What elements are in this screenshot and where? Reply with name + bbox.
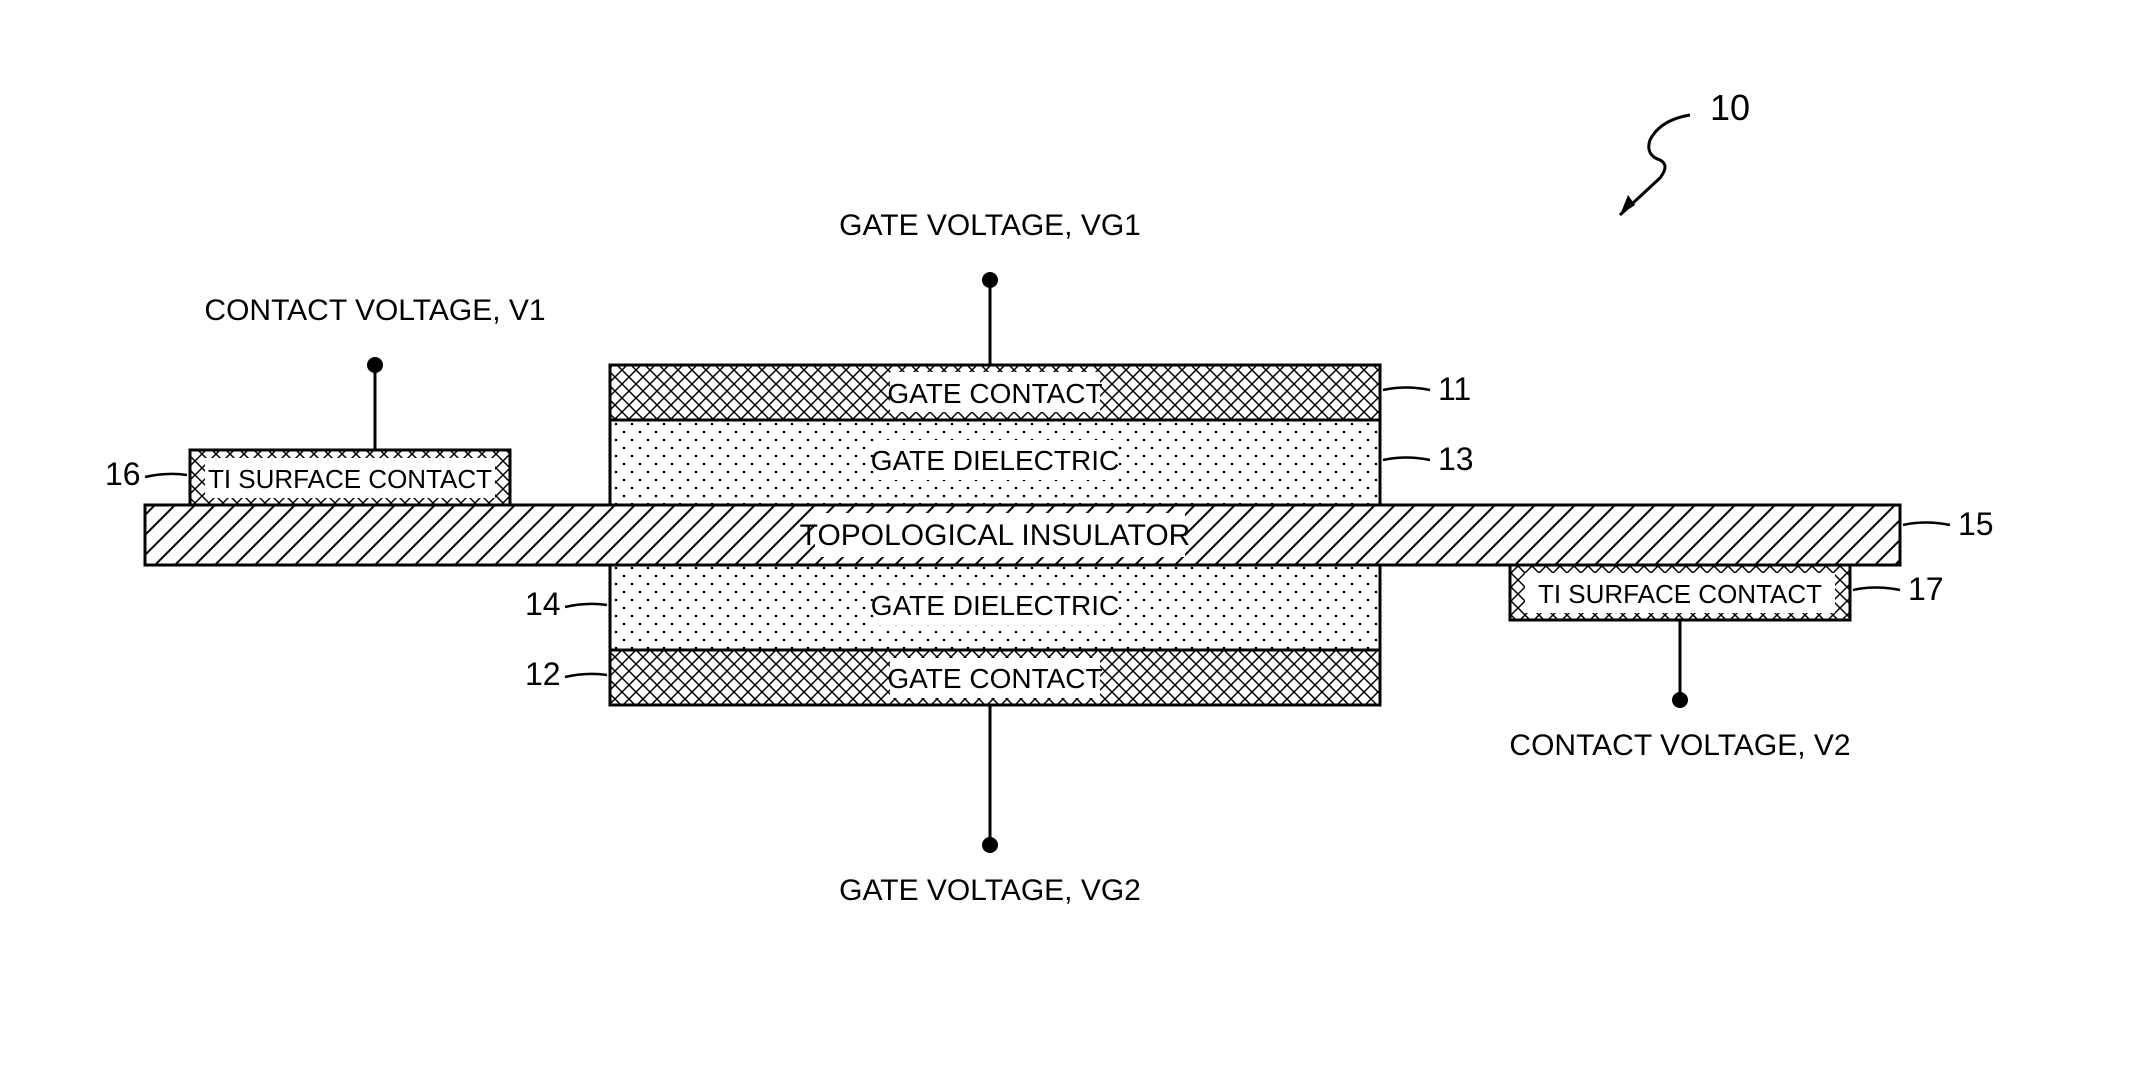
vg1-label: GATE VOLTAGE, VG1 [839, 209, 1141, 242]
vg2-label: GATE VOLTAGE, VG2 [839, 874, 1141, 907]
ti-surface-right-label: TI SURFACE CONTACT [1538, 579, 1822, 609]
diagram-svg: TOPOLOGICAL INSULATOR GATE CONTACT GATE … [20, 20, 2145, 1054]
ti-surface-left-label: TI SURFACE CONTACT [208, 464, 492, 494]
ref-17: 17 [1908, 571, 1944, 607]
figure-label: 10 [1710, 87, 1750, 128]
gate-contact-bot-label: GATE CONTACT [887, 663, 1102, 694]
ref-14: 14 [525, 586, 561, 622]
gate-contact-top-label: GATE CONTACT [887, 378, 1102, 409]
gate-dielectric-top-label: GATE DIELECTRIC [871, 445, 1119, 476]
ti-layer-label: TOPOLOGICAL INSULATOR [800, 519, 1191, 552]
gate-dielectric-bot-label: GATE DIELECTRIC [871, 590, 1119, 621]
ref-12: 12 [525, 656, 561, 692]
ref-11: 11 [1438, 371, 1471, 407]
diagram-container: TOPOLOGICAL INSULATOR GATE CONTACT GATE … [20, 20, 2145, 1054]
ref-15: 15 [1958, 506, 1994, 542]
ref-16: 16 [105, 456, 141, 492]
ref-13: 13 [1438, 441, 1474, 477]
v1-label: CONTACT VOLTAGE, V1 [204, 294, 545, 327]
v2-label: CONTACT VOLTAGE, V2 [1509, 729, 1850, 762]
